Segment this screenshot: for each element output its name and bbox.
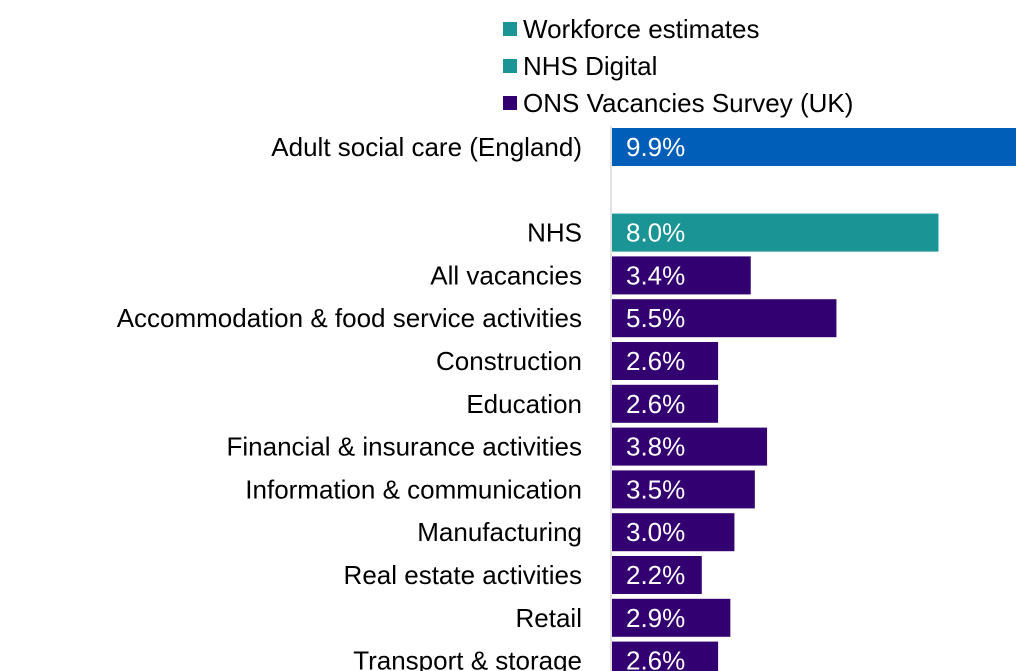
bar (612, 598, 731, 637)
category-label: Information & communication (245, 474, 582, 504)
category-label: Education (466, 389, 582, 419)
data-label: 5.5% (626, 303, 685, 333)
bar (612, 384, 719, 423)
data-label: 8.0% (626, 218, 685, 248)
legend-label: ONS Vacancies Survey (UK) (523, 88, 853, 118)
bars: Adult social care (England) 9.9% NHS 8.0% Al… (117, 128, 1016, 671)
category-label: All vacancies (430, 260, 582, 290)
data-label: 3.5% (626, 474, 685, 504)
data-label: 3.0% (626, 517, 685, 547)
data-label: 2.9% (626, 603, 685, 633)
bar (612, 513, 735, 552)
data-label: 2.6% (626, 389, 685, 419)
category-label: Real estate activities (344, 560, 582, 590)
bar (612, 128, 1016, 166)
legend-swatch (503, 59, 517, 73)
legend-label: NHS Digital (523, 51, 657, 81)
category-label: Retail (516, 603, 582, 633)
bar (612, 470, 755, 509)
bar (612, 641, 719, 671)
category-label: Transport & storage (353, 646, 582, 671)
legend-item: ONS Vacancies Survey (UK) (503, 88, 853, 118)
legend-swatch (503, 22, 517, 36)
legend: Workforce estimates NHS Digital ONS Vacanc… (503, 14, 853, 118)
bar (612, 299, 837, 338)
data-label: 9.9% (626, 132, 685, 162)
bar (612, 427, 768, 466)
category-label: Accommodation & food service activities (117, 303, 582, 333)
data-label: 3.8% (626, 432, 685, 462)
legend-item: Workforce estimates (503, 14, 759, 44)
data-label: 3.4% (626, 260, 685, 290)
data-label: 2.2% (626, 560, 685, 590)
legend-item: NHS Digital (503, 51, 657, 81)
bar (612, 342, 719, 380)
legend-label: Workforce estimates (523, 14, 759, 44)
category-label: Financial & insurance activities (227, 432, 583, 462)
bar (612, 213, 939, 252)
category-label: Adult social care (England) (271, 132, 582, 162)
category-label: Manufacturing (417, 517, 582, 547)
bar (612, 256, 751, 295)
category-label: Construction (436, 346, 582, 376)
data-label: 2.6% (626, 646, 685, 671)
category-label: NHS (527, 218, 582, 248)
data-label: 2.6% (626, 346, 685, 376)
bar (612, 556, 702, 594)
legend-swatch (503, 96, 517, 110)
